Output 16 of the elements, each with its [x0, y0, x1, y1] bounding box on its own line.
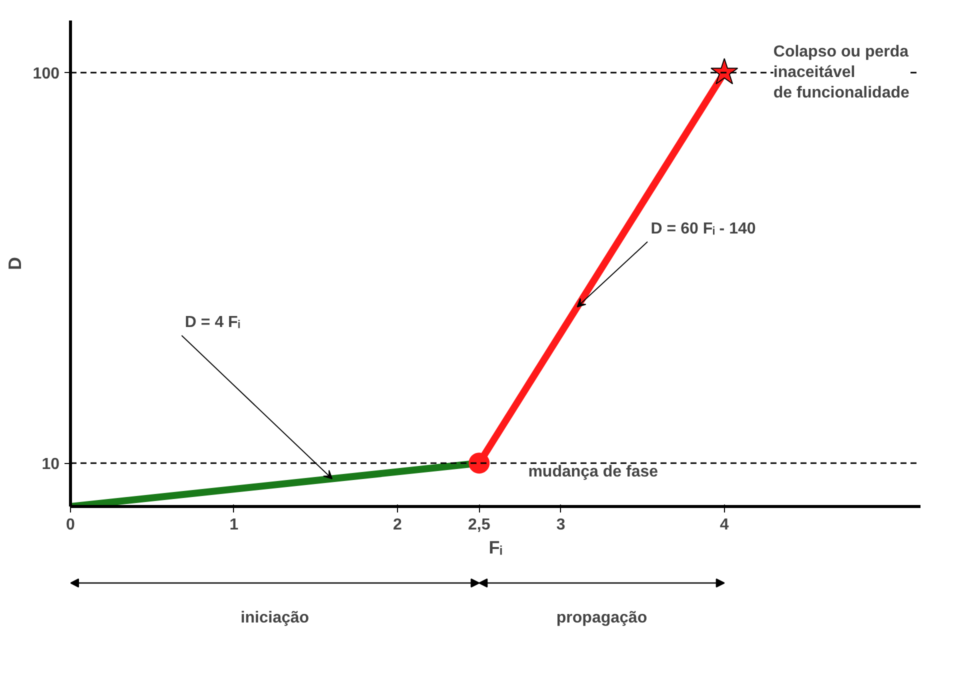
y-tick-label: 100: [32, 66, 60, 83]
annotation: mudança de fase: [528, 463, 658, 480]
text: propagação: [556, 610, 648, 626]
annotation: Colapso ou perda inaceitável de funcionalidade: [773, 44, 910, 102]
x-tick-label: 2: [392, 516, 402, 534]
x-tick-label: 3: [556, 516, 566, 534]
x-tick-label: 1: [230, 516, 239, 534]
annotation: D = 4 Fᵢ: [184, 314, 240, 332]
x-tick-label: 4: [720, 516, 729, 534]
x-axis-title: Fᵢ: [488, 538, 503, 558]
annotation: D = 60 Fᵢ - 140: [650, 220, 756, 238]
text: iniciação: [240, 610, 310, 626]
x-tick-label: 0: [66, 516, 76, 534]
y-axis-title: D: [4, 257, 25, 270]
y-tick-label: 10: [42, 456, 60, 474]
x-tick-label: 2,5: [468, 516, 490, 534]
